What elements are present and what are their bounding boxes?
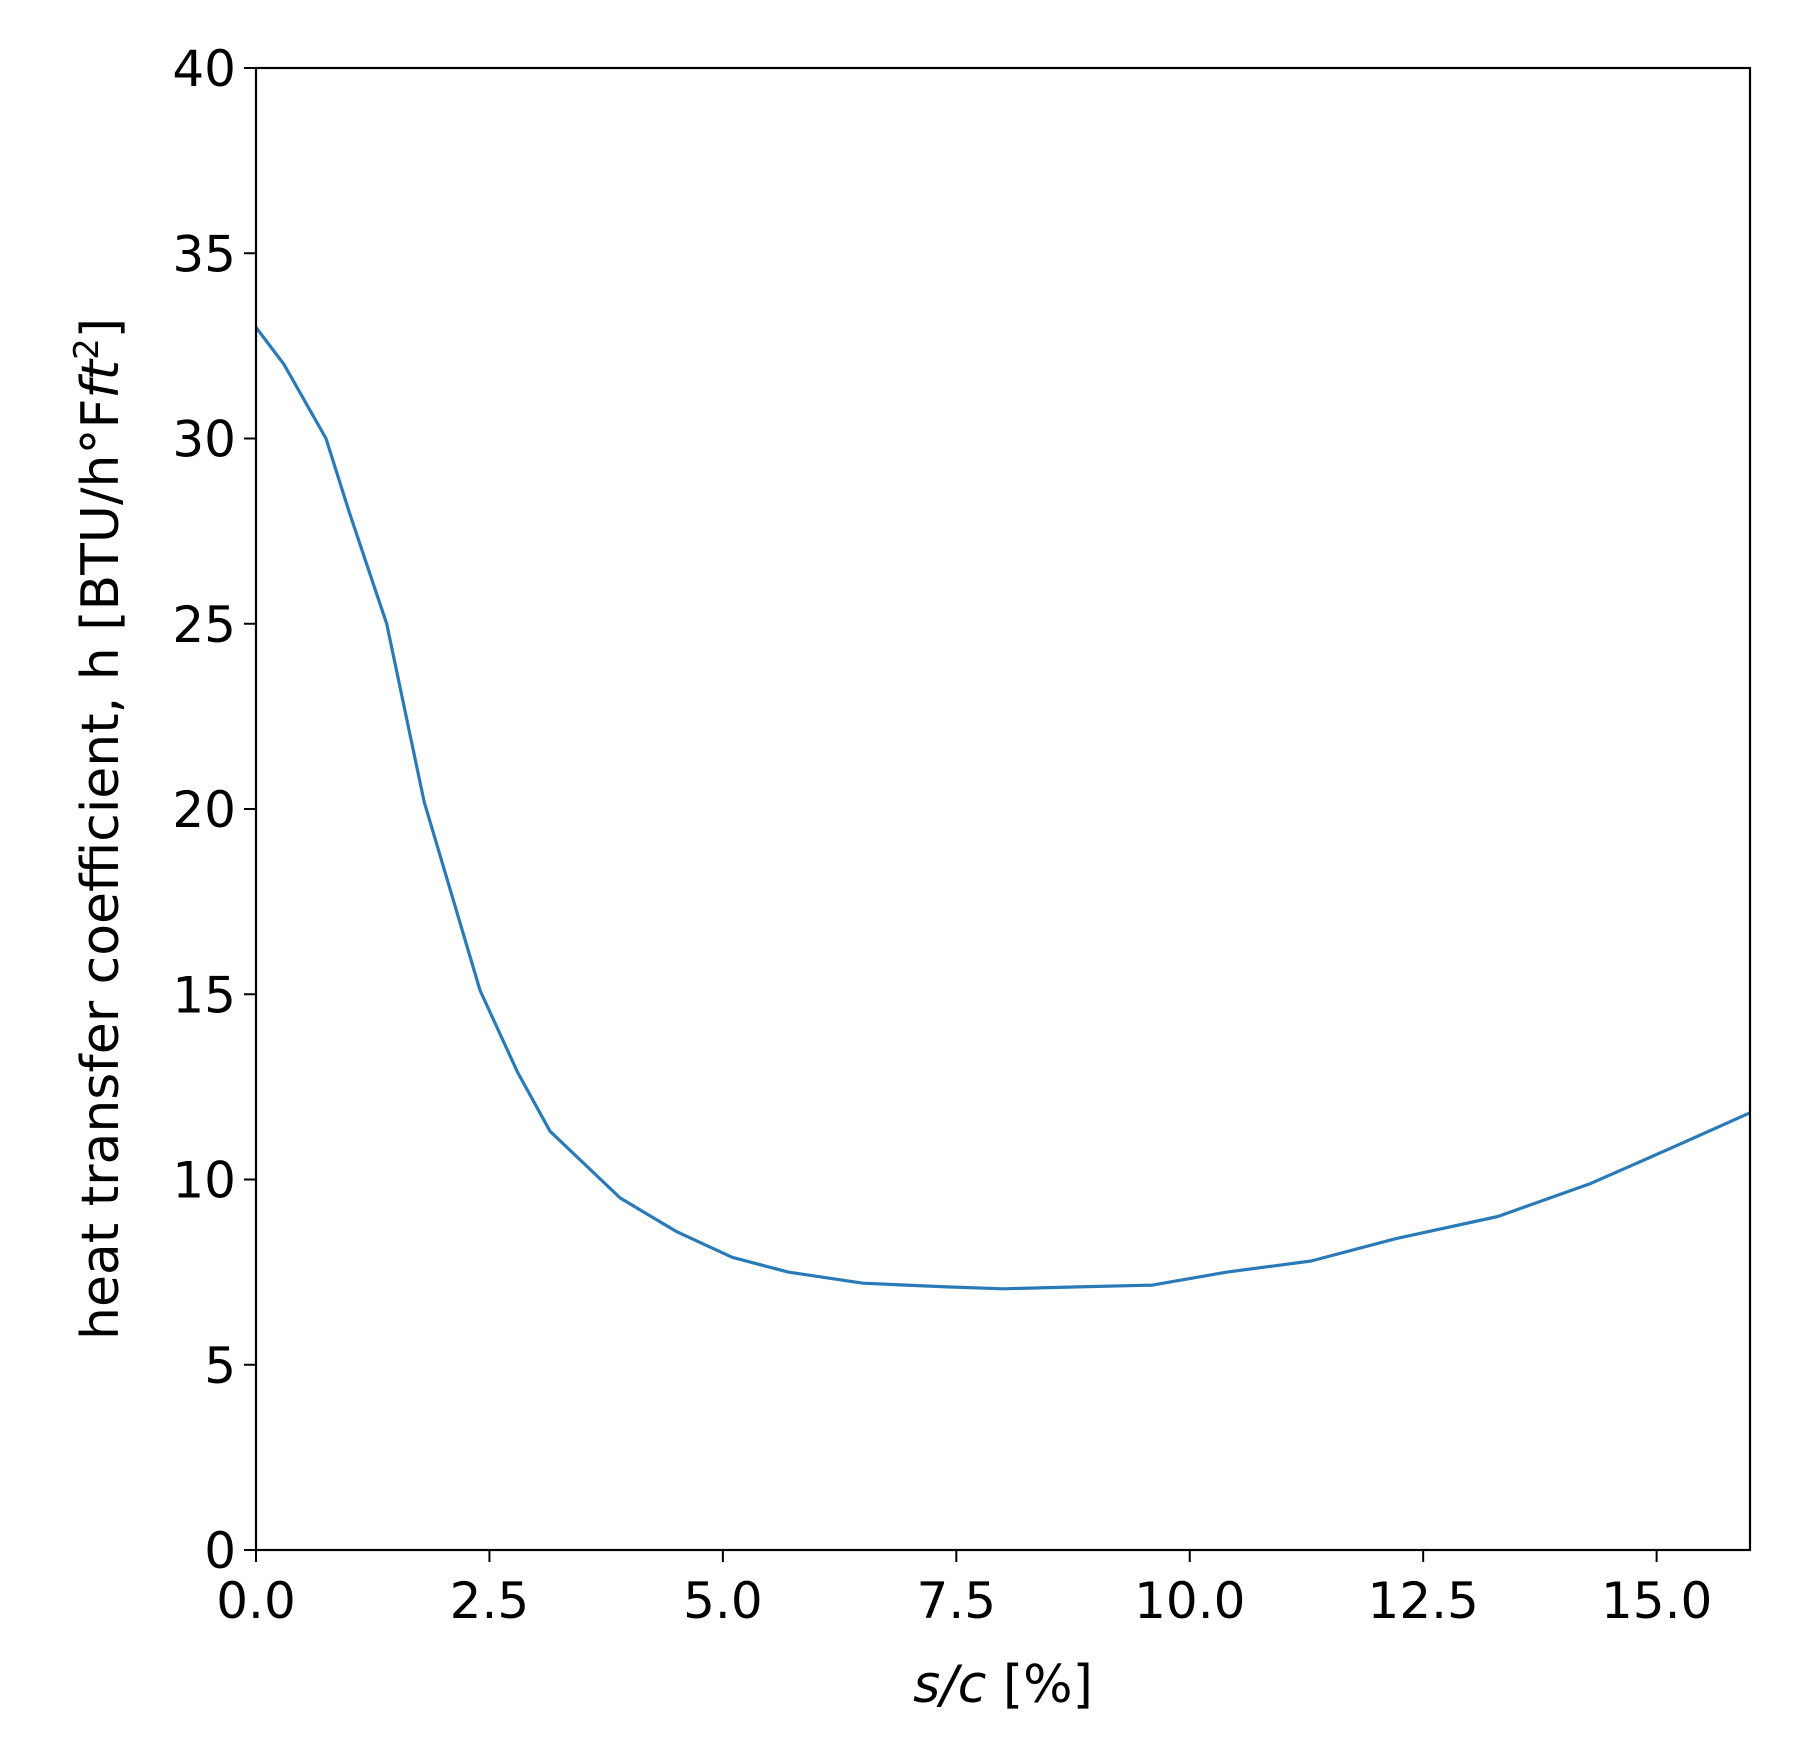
x-axis-label-unit: [%]: [986, 1655, 1093, 1715]
y-tick-label: 35: [172, 225, 236, 283]
x-axis-label-italic: s/c: [913, 1655, 986, 1715]
y-tick-label: 30: [172, 411, 236, 469]
x-tick-label: 7.5: [917, 1572, 997, 1630]
x-tick-label: 10.0: [1134, 1572, 1245, 1630]
x-tick-label: 2.5: [450, 1572, 530, 1630]
y-tick-label: 10: [172, 1152, 236, 1210]
y-tick-label: 20: [172, 781, 236, 839]
y-axis-label: heat transfer coefficient, h [BTU/h°Fft2…: [67, 318, 131, 1340]
y-axis-label-close: ]: [71, 318, 131, 338]
y-tick-label: 0: [204, 1522, 236, 1580]
y-tick-label: 5: [204, 1337, 236, 1395]
y-axis-label-main: heat transfer coefficient, h [BTU/h°F: [71, 399, 131, 1340]
y-axis-label-sup: 2: [67, 338, 107, 360]
series-line-0: [256, 326, 1750, 1291]
y-tick-label: 25: [172, 596, 236, 654]
y-axis-label-italic: ft: [71, 358, 131, 398]
x-tick-label: 15.0: [1601, 1572, 1712, 1630]
plot-area: [254, 66, 1752, 1552]
x-tick-label: 12.5: [1368, 1572, 1479, 1630]
x-tick-label: 0.0: [216, 1572, 296, 1630]
x-axis-label: s/c [%]: [913, 1655, 1093, 1715]
x-tick-label: 5.0: [683, 1572, 763, 1630]
x-axis: 0.0 2.5 5.0 7.5 10.0 12.5 15.0: [216, 1550, 1712, 1630]
plot-frame: [254, 66, 1752, 1552]
y-tick-label: 40: [172, 40, 236, 98]
y-tick-label: 15: [172, 966, 236, 1024]
y-axis: 0 5 10 15 20 25 30 35 40: [172, 40, 256, 1580]
